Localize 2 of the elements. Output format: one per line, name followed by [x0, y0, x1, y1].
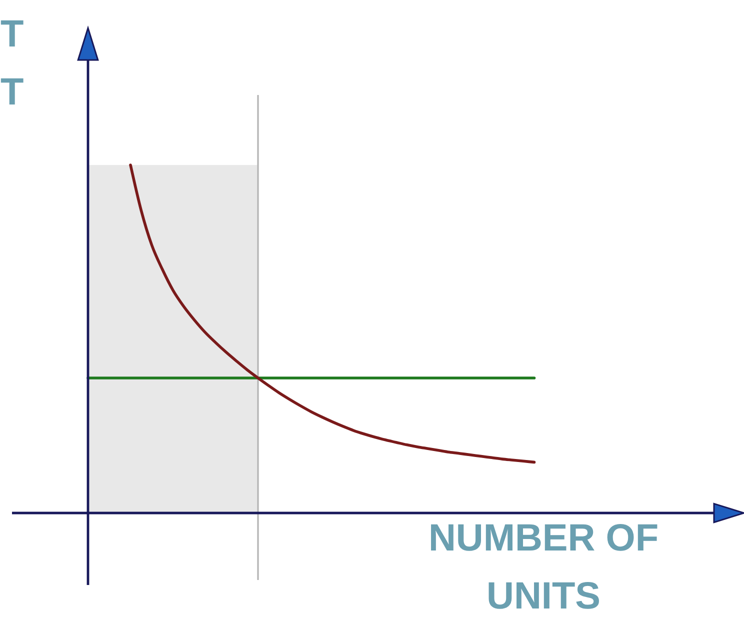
y-axis-title: T T [0, 14, 24, 114]
x-axis-title: NUMBER OF UNITS [428, 518, 659, 618]
